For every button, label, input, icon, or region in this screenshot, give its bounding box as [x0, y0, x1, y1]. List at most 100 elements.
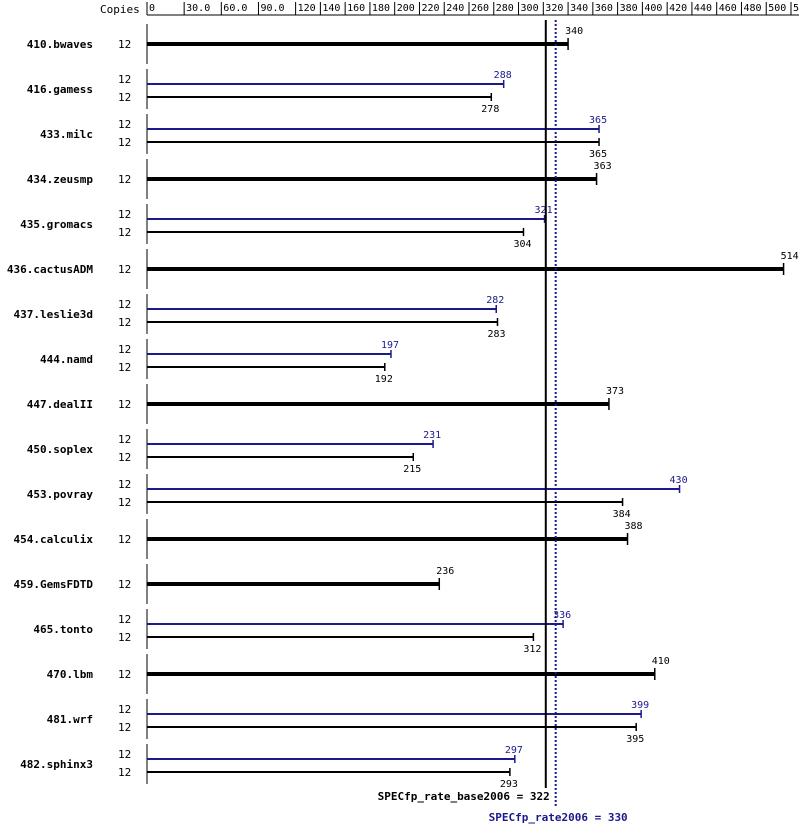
peak-value-label: 231: [423, 430, 441, 441]
x-tick-label: 240: [446, 3, 464, 14]
x-tick-label: 280: [496, 3, 514, 14]
copies-value: 12: [118, 578, 131, 591]
x-axis-ticks: 0 30.0 60.0 90.0 120 140 160 180 200 220 240 260 280…: [146, 2, 799, 15]
base-value-label: 236: [436, 566, 454, 577]
x-tick-label: 30.0: [186, 3, 210, 14]
benchmark-label: 453.povray: [27, 488, 94, 501]
peak-value-label: 197: [381, 340, 399, 351]
copies-value: 12: [118, 263, 131, 276]
base-value-label: 192: [375, 374, 393, 385]
x-tick-label: 260: [471, 3, 489, 14]
peak-value-label: 282: [486, 295, 504, 306]
base-copies-value: 12: [118, 451, 131, 464]
x-tick-label: 160: [347, 3, 365, 14]
x-tick-label: 200: [397, 3, 415, 14]
base-value-label: 388: [625, 521, 643, 532]
x-tick-label: 420: [669, 3, 687, 14]
base-copies-value: 12: [118, 91, 131, 104]
peak-copies-value: 12: [118, 703, 131, 716]
base-value-label: 215: [403, 464, 421, 475]
x-tick-label: 500: [768, 3, 786, 14]
base-copies-value: 12: [118, 361, 131, 374]
benchmark-label: 433.milc: [40, 128, 93, 141]
x-tick-label: 520: [793, 3, 799, 14]
base-value-label: 373: [606, 386, 624, 397]
benchmark-label: 459.GemsFDTD: [14, 578, 94, 591]
base-value-label: 278: [481, 104, 499, 115]
peak-copies-value: 12: [118, 118, 131, 131]
benchmark-label: 416.gamess: [27, 83, 93, 96]
base-value-label: 283: [487, 329, 505, 340]
x-tick-label: 60.0: [223, 3, 247, 14]
base-value-label: 514: [781, 251, 799, 262]
copies-column-header: Copies: [100, 3, 140, 16]
peak-value-label: 430: [670, 475, 688, 486]
copies-value: 12: [118, 398, 131, 411]
peak-copies-value: 12: [118, 343, 131, 356]
x-tick-label: 340: [570, 3, 588, 14]
benchmark-label: 465.tonto: [33, 623, 93, 636]
peak-copies-value: 12: [118, 298, 131, 311]
copies-value: 12: [118, 533, 131, 546]
base-value-label: 395: [626, 734, 644, 745]
benchmark-label: 437.leslie3d: [14, 308, 93, 321]
benchmark-label: 444.namd: [40, 353, 93, 366]
peak-value-label: 297: [505, 745, 523, 756]
base-value-label: 340: [565, 26, 583, 37]
base-copies-value: 12: [118, 136, 131, 149]
base-copies-value: 12: [118, 721, 131, 734]
benchmark-label: 434.zeusmp: [27, 173, 94, 186]
reference-lines: SPECfp_rate_base2006 = 322 SPECfp_rate200…: [378, 20, 628, 824]
benchmark-label: 447.dealII: [27, 398, 93, 411]
peak-value-label: 399: [631, 700, 649, 711]
x-tick-label: 480: [743, 3, 761, 14]
peak-value-label: 321: [535, 205, 553, 216]
peak-copies-value: 12: [118, 748, 131, 761]
copies-value: 12: [118, 668, 131, 681]
base-copies-value: 12: [118, 226, 131, 239]
x-tick-label: 400: [644, 3, 662, 14]
benchmark-rows: 410.bwaves 12 340 416.gamess 12 12 288 278 433.m…: [7, 24, 799, 790]
copies-value: 12: [118, 38, 131, 51]
benchmark-label: 436.cactusADM: [7, 263, 93, 276]
x-tick-label: 380: [620, 3, 638, 14]
x-tick-label: 360: [595, 3, 613, 14]
peak-value-label: 288: [494, 70, 512, 81]
peak-copies-value: 12: [118, 433, 131, 446]
peak-copies-value: 12: [118, 73, 131, 86]
base-value-label: 410: [652, 656, 670, 667]
base-value-label: 312: [523, 644, 541, 655]
peak-copies-value: 12: [118, 613, 131, 626]
peak-value-label: 336: [553, 610, 571, 621]
benchmark-label: 450.soplex: [27, 443, 94, 456]
base-copies-value: 12: [118, 631, 131, 644]
x-tick-label: 320: [545, 3, 563, 14]
benchmark-label: 435.gromacs: [20, 218, 93, 231]
benchmark-label: 470.lbm: [47, 668, 94, 681]
base-value-label: 365: [589, 149, 607, 160]
x-tick-label: 140: [322, 3, 340, 14]
x-tick-label: 180: [372, 3, 390, 14]
base-value-label: 363: [594, 161, 612, 172]
x-tick-label: 120: [298, 3, 316, 14]
base-value-label: 293: [500, 779, 518, 790]
peak-value-label: 365: [589, 115, 607, 126]
x-tick-label: 220: [421, 3, 439, 14]
base-reference-label: SPECfp_rate_base2006 = 322: [378, 790, 550, 803]
peak-reference-label: SPECfp_rate2006 = 330: [489, 811, 628, 824]
x-tick-label: 0: [149, 3, 155, 14]
x-tick-label: 460: [719, 3, 737, 14]
x-tick-label: 440: [694, 3, 712, 14]
benchmark-label: 410.bwaves: [27, 38, 93, 51]
peak-copies-value: 12: [118, 478, 131, 491]
benchmark-label: 482.sphinx3: [20, 758, 93, 771]
base-copies-value: 12: [118, 496, 131, 509]
base-value-label: 384: [613, 509, 631, 520]
base-value-label: 304: [513, 239, 531, 250]
copies-value: 12: [118, 173, 131, 186]
base-copies-value: 12: [118, 766, 131, 779]
x-tick-label: 300: [521, 3, 539, 14]
benchmark-label: 481.wrf: [47, 713, 93, 726]
peak-copies-value: 12: [118, 208, 131, 221]
